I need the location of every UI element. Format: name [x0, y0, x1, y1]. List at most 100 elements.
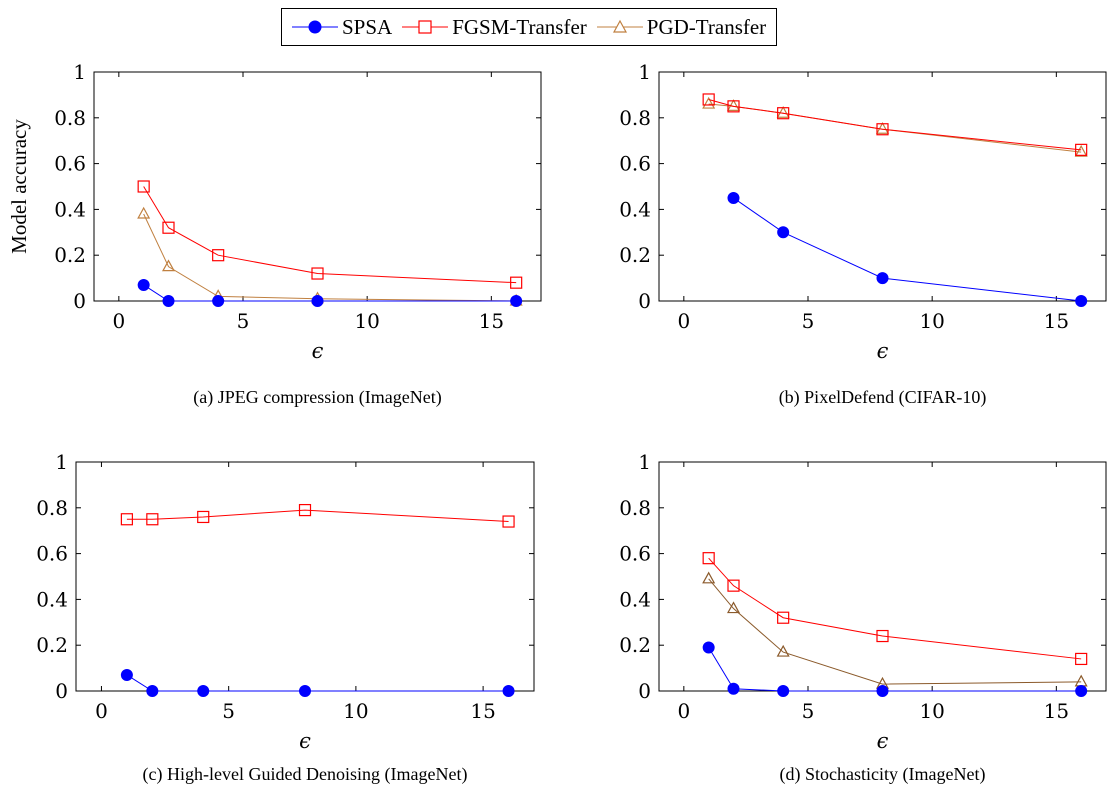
- data-point-fgsm-transfer: [876, 123, 889, 136]
- data-point-fgsm-transfer: [212, 249, 225, 262]
- x-tick-label: 0: [112, 309, 125, 333]
- plot-frame: [658, 71, 1107, 302]
- x-tick-label: 15: [1044, 699, 1069, 723]
- panel-caption: (b) PixelDefend (CIFAR-10): [779, 387, 987, 408]
- y-tick-label: 0.6: [54, 152, 86, 176]
- x-tick-label: 15: [1044, 309, 1069, 333]
- data-point-fgsm-transfer: [502, 515, 515, 528]
- y-tick-label: 0.4: [619, 197, 651, 221]
- y-tick-label: 1: [55, 450, 68, 474]
- y-tick-label: 0.8: [54, 106, 86, 130]
- plot-frame: [93, 71, 542, 302]
- x-tick-label: 5: [802, 699, 815, 723]
- x-tick-label: 0: [95, 699, 108, 723]
- x-axis-label: ϵ: [299, 729, 311, 753]
- data-point-spsa: [777, 226, 790, 239]
- data-point-spsa: [777, 685, 790, 697]
- series-pgd-transfer: [702, 96, 1088, 157]
- data-point-spsa: [702, 641, 715, 654]
- series-pgd-transfer: [702, 571, 1088, 689]
- y-tick-label: 0.2: [619, 243, 651, 267]
- data-point-spsa: [727, 191, 740, 204]
- legend-label-pgd: PGD-Transfer: [646, 14, 767, 39]
- data-point-fgsm-transfer: [510, 276, 523, 289]
- data-point-fgsm-transfer: [727, 579, 740, 592]
- series-line-spsa: [733, 197, 1082, 302]
- y-tick-label: 1: [73, 60, 86, 84]
- y-tick-label: 0: [638, 679, 651, 703]
- data-point-spsa: [876, 685, 889, 697]
- x-axis-label: ϵ: [312, 339, 324, 363]
- series-line-pgd-transfer: [143, 213, 517, 302]
- x-tick-label: 5: [222, 699, 235, 723]
- panel-caption: (d) Stochasticity (ImageNet): [780, 764, 986, 785]
- series-spsa: [727, 191, 1088, 307]
- series-pgd-transfer: [137, 206, 523, 306]
- panel-4: 00.20.40.60.810 5 10 15ϵ(d) Stochasticity (…: [619, 450, 1107, 785]
- y-tick-label: 1: [638, 60, 651, 84]
- y-tick-label: 0.8: [36, 496, 68, 520]
- x-tick-label: 0: [677, 309, 690, 333]
- y-tick-label: 0.4: [36, 587, 68, 611]
- data-point-spsa: [1075, 685, 1088, 697]
- y-tick-label: 1: [638, 450, 651, 474]
- x-axis-label: ϵ: [877, 729, 889, 753]
- series-fgsm-transfer: [120, 503, 515, 528]
- x-tick-label: 15: [470, 699, 495, 723]
- series-spsa: [702, 641, 1088, 697]
- data-point-fgsm-transfer: [311, 267, 324, 280]
- x-tick-label: 5: [237, 309, 250, 333]
- data-point-pgd-transfer: [776, 644, 790, 657]
- y-tick-label: 0: [55, 679, 68, 703]
- series-line-pgd-transfer: [708, 103, 1082, 153]
- x-tick-label: 15: [479, 309, 504, 333]
- x-axis-label: ϵ: [877, 339, 889, 363]
- series-spsa: [137, 278, 523, 307]
- data-point-fgsm-transfer: [137, 180, 150, 193]
- legend-swatch-pgd: [596, 19, 643, 33]
- x-tick-label: 0: [677, 699, 690, 723]
- series-line-pgd-transfer: [708, 578, 1082, 685]
- x-tick-label: 10: [343, 699, 368, 723]
- y-tick-label: 0.6: [36, 542, 68, 566]
- y-tick-label: 0.6: [619, 152, 651, 176]
- series-fgsm-transfer: [702, 552, 1088, 666]
- data-point-fgsm-transfer: [1075, 143, 1088, 156]
- y-tick-label: 0.2: [36, 633, 68, 657]
- data-point-fgsm-transfer: [702, 93, 715, 106]
- plot-frame: [658, 461, 1107, 692]
- y-tick-label: 0: [73, 289, 86, 313]
- data-point-pgd-transfer: [702, 571, 716, 584]
- data-point-fgsm-transfer: [727, 100, 740, 113]
- series-line-fgsm-transfer: [143, 186, 517, 284]
- data-point-pgd-transfer: [1074, 144, 1088, 157]
- legend: SPSA FGSM-Transfer PGD-Transfer: [281, 8, 778, 46]
- data-point-fgsm-transfer: [146, 513, 159, 526]
- data-point-pgd-transfer: [137, 206, 151, 219]
- y-tick-label: 0.8: [619, 496, 651, 520]
- data-point-fgsm-transfer: [1075, 652, 1088, 666]
- y-tick-label: 0.8: [619, 106, 651, 130]
- data-point-fgsm-transfer: [120, 513, 133, 526]
- data-point-pgd-transfer: [1074, 674, 1088, 687]
- data-point-fgsm-transfer: [197, 510, 210, 524]
- series-spsa: [120, 668, 515, 697]
- series-line-spsa: [126, 674, 509, 692]
- legend-item-pgd: PGD-Transfer: [596, 14, 767, 40]
- plot-frame: [75, 461, 535, 692]
- data-point-fgsm-transfer: [777, 107, 790, 120]
- series-fgsm-transfer: [702, 93, 1088, 156]
- legend-label-fgsm: FGSM-Transfer: [452, 14, 587, 39]
- legend-swatch-spsa: [292, 20, 338, 34]
- data-point-spsa: [727, 682, 740, 695]
- data-point-pgd-transfer: [875, 122, 890, 134]
- panel-caption: (c) High-level Guided Denoising (ImageNe…: [143, 764, 468, 785]
- data-point-spsa: [502, 685, 515, 697]
- data-point-spsa: [299, 685, 311, 697]
- x-tick-label: 5: [802, 309, 815, 333]
- y-axis-label: Model accuracy: [7, 119, 31, 254]
- y-tick-label: 0.6: [619, 542, 651, 566]
- data-point-pgd-transfer: [161, 259, 176, 272]
